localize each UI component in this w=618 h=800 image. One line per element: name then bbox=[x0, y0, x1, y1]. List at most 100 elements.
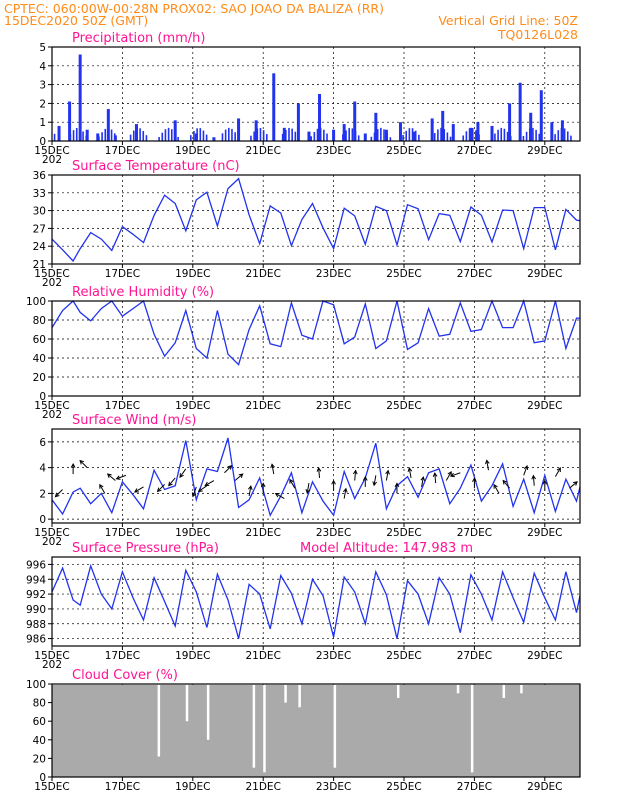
y-tick-label: 4 bbox=[39, 61, 46, 73]
panel-0: Precipitation (mm/h) 0 1 2 3 4 5 15DEC 17DEC 19DE… bbox=[34, 31, 581, 166]
precip-bar-small bbox=[500, 127, 503, 141]
wind-arrow bbox=[134, 486, 144, 493]
wind-arrow-head bbox=[472, 477, 477, 482]
precip-bar-small bbox=[72, 130, 75, 141]
wind-arrow-head bbox=[305, 488, 311, 494]
cloud-gap bbox=[333, 684, 337, 768]
cloud-gap bbox=[206, 684, 210, 740]
panel-4: Surface Pressure (hPa) Model Altitude: 14… bbox=[26, 541, 581, 671]
x-tick-label: 23DEC bbox=[316, 145, 351, 157]
precip-bar-small bbox=[532, 127, 534, 141]
y-tick-label: 988 bbox=[26, 619, 46, 631]
panel-title: Surface Pressure (hPa) bbox=[72, 541, 219, 556]
precip-bar-small bbox=[291, 128, 293, 141]
wind-arrow bbox=[289, 479, 296, 489]
wind-arrow-head bbox=[54, 492, 60, 498]
precip-bar-small bbox=[228, 127, 230, 141]
precip-bar bbox=[353, 101, 357, 141]
y-tick-label: 2 bbox=[39, 488, 46, 500]
precip-bar-small bbox=[224, 129, 227, 141]
precip-bar-small bbox=[351, 128, 354, 141]
precip-bar-small bbox=[158, 136, 160, 141]
precip-bar-small bbox=[538, 133, 541, 141]
precip-bar-small bbox=[563, 128, 566, 141]
cloud-gap bbox=[263, 684, 266, 773]
x-overflow-label: 202 bbox=[42, 277, 62, 289]
y-tick-label: 0 bbox=[39, 391, 46, 403]
y-tick-label: 80 bbox=[33, 315, 46, 327]
wind-arrow-head bbox=[197, 487, 203, 492]
x-tick-label: 17DEC bbox=[105, 145, 140, 157]
y-tick-label: 994 bbox=[26, 574, 46, 586]
precip-bar-small bbox=[139, 128, 141, 141]
y-tick-label: 0 bbox=[39, 136, 46, 148]
precip-bar-small bbox=[196, 128, 198, 141]
series-line bbox=[51, 563, 581, 639]
wind-arrow-head bbox=[542, 479, 548, 485]
x-tick-label: 17DEC bbox=[105, 650, 140, 662]
x-tick-label: 27DEC bbox=[457, 145, 492, 157]
panel-title: Surface Temperature (nC) bbox=[72, 159, 240, 174]
precip-bar-small bbox=[259, 127, 262, 141]
header-date: 15DEC2020 50Z (GMT) bbox=[4, 13, 148, 28]
panel-title: Surface Wind (m/s) bbox=[72, 413, 196, 428]
precip-bar bbox=[430, 118, 434, 141]
y-tick-label: 30 bbox=[33, 206, 46, 218]
panel-frame bbox=[51, 556, 581, 647]
wind-arrow-head bbox=[156, 487, 162, 493]
precip-bar-small bbox=[101, 132, 103, 141]
wind-arrow-head bbox=[343, 487, 348, 493]
precip-bar-small bbox=[357, 135, 360, 141]
x-tick-label: 25DEC bbox=[386, 400, 421, 412]
precip-bar-small bbox=[237, 136, 240, 141]
x-tick-label: 15DEC bbox=[34, 145, 69, 157]
wind-arrow-head bbox=[191, 492, 197, 498]
precip-bar bbox=[529, 112, 533, 141]
precip-bar bbox=[490, 125, 494, 141]
precip-bar-small bbox=[468, 128, 471, 141]
wind-arrow-head bbox=[260, 482, 266, 488]
precip-bar bbox=[518, 82, 522, 141]
precip-bar-small bbox=[383, 129, 385, 141]
precip-bar-small bbox=[79, 128, 81, 141]
precip-bar-small bbox=[373, 132, 376, 141]
precip-bar bbox=[363, 133, 367, 141]
cloud-gap bbox=[185, 684, 189, 722]
precip-bar-small bbox=[313, 132, 316, 141]
y-tick-label: 996 bbox=[26, 559, 46, 571]
precip-bar-small bbox=[475, 130, 477, 141]
wind-arrow bbox=[192, 486, 197, 497]
precip-bar-small bbox=[443, 129, 446, 141]
wind-arrow bbox=[79, 460, 88, 468]
precip-bar bbox=[441, 110, 445, 141]
x-tick-label: 27DEC bbox=[457, 650, 492, 662]
x-tick-label: 23DEC bbox=[316, 650, 351, 662]
precip-bar-small bbox=[437, 129, 439, 141]
wind-arrow bbox=[224, 465, 232, 474]
y-tick-label: 100 bbox=[26, 679, 46, 691]
x-tick-label: 23DEC bbox=[316, 781, 351, 793]
wind-arrow bbox=[198, 485, 208, 492]
wind-arrow bbox=[421, 477, 424, 488]
precip-bar-small bbox=[253, 131, 255, 141]
precip-bar-small bbox=[557, 130, 560, 141]
precip-bar-small bbox=[509, 136, 512, 141]
precip-bar-small bbox=[566, 131, 569, 141]
precip-bar bbox=[342, 124, 346, 141]
y-tick-label: 24 bbox=[33, 241, 47, 253]
x-tick-label: 27DEC bbox=[457, 400, 492, 412]
precip-bar-small bbox=[177, 136, 179, 141]
y-tick-label: 6 bbox=[39, 437, 46, 449]
precip-bar-small bbox=[262, 130, 265, 141]
cloud-gap bbox=[157, 684, 161, 757]
precip-bar-small bbox=[326, 133, 328, 141]
precip-bar-small bbox=[386, 132, 388, 141]
precip-bar-small bbox=[411, 128, 414, 141]
precip-bar-small bbox=[145, 135, 148, 141]
y-tick-label: 5 bbox=[39, 42, 46, 54]
precip-bar-small bbox=[164, 129, 167, 141]
precip-bar-small bbox=[554, 134, 556, 141]
precip-bar-small bbox=[316, 128, 319, 141]
cloud-gap bbox=[252, 684, 256, 768]
precip-bar bbox=[318, 94, 322, 141]
